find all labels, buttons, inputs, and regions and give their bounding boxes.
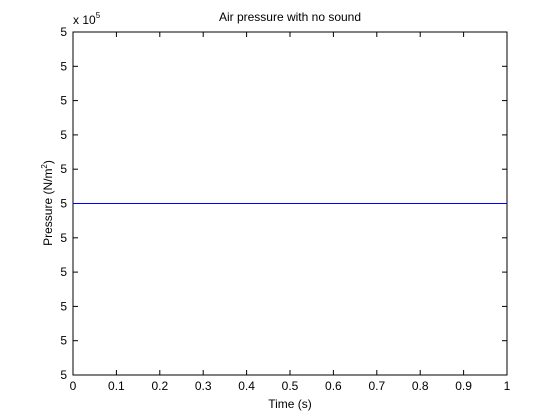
y-tick-label: 5 [60, 197, 67, 211]
x-tick-label: 0.8 [412, 379, 429, 393]
y-multiplier: x 105 [73, 11, 101, 27]
x-tick-label: 0 [70, 379, 77, 393]
y-tick-label: 5 [60, 334, 67, 348]
y-multiplier-exponent: 5 [96, 11, 101, 20]
x-tick-label: 0.4 [238, 379, 255, 393]
y-tick-label: 5 [60, 368, 67, 382]
y-tick-label: 5 [60, 162, 67, 176]
x-tick-label: 0.3 [195, 379, 212, 393]
y-tick-label: 5 [60, 94, 67, 108]
x-axis-label: Time (s) [268, 397, 312, 411]
x-tick-label: 1 [504, 379, 511, 393]
x-tick-label: 0.9 [455, 379, 472, 393]
x-tick-label: 0.7 [368, 379, 385, 393]
y-multiplier-base: x 10 [73, 13, 96, 27]
y-label-text: Pressure (N/m [41, 169, 55, 246]
y-tick-label: 5 [60, 128, 67, 142]
x-tick-label: 0.2 [151, 379, 168, 393]
y-label-sup: 2 [40, 164, 49, 169]
x-tick-label: 0.6 [325, 379, 342, 393]
y-label-end: ) [41, 160, 55, 164]
y-tick-label: 5 [60, 265, 67, 279]
y-tick-label: 5 [60, 59, 67, 73]
chart-title: Air pressure with no sound [219, 10, 361, 24]
y-tick-label: 5 [60, 231, 67, 245]
x-tick-label: 0.1 [108, 379, 125, 393]
y-tick-label: 5 [60, 299, 67, 313]
x-tick-label: 0.5 [282, 379, 299, 393]
y-tick-label: 5 [60, 25, 67, 39]
y-axis-label: Pressure (N/m2) [40, 160, 55, 246]
